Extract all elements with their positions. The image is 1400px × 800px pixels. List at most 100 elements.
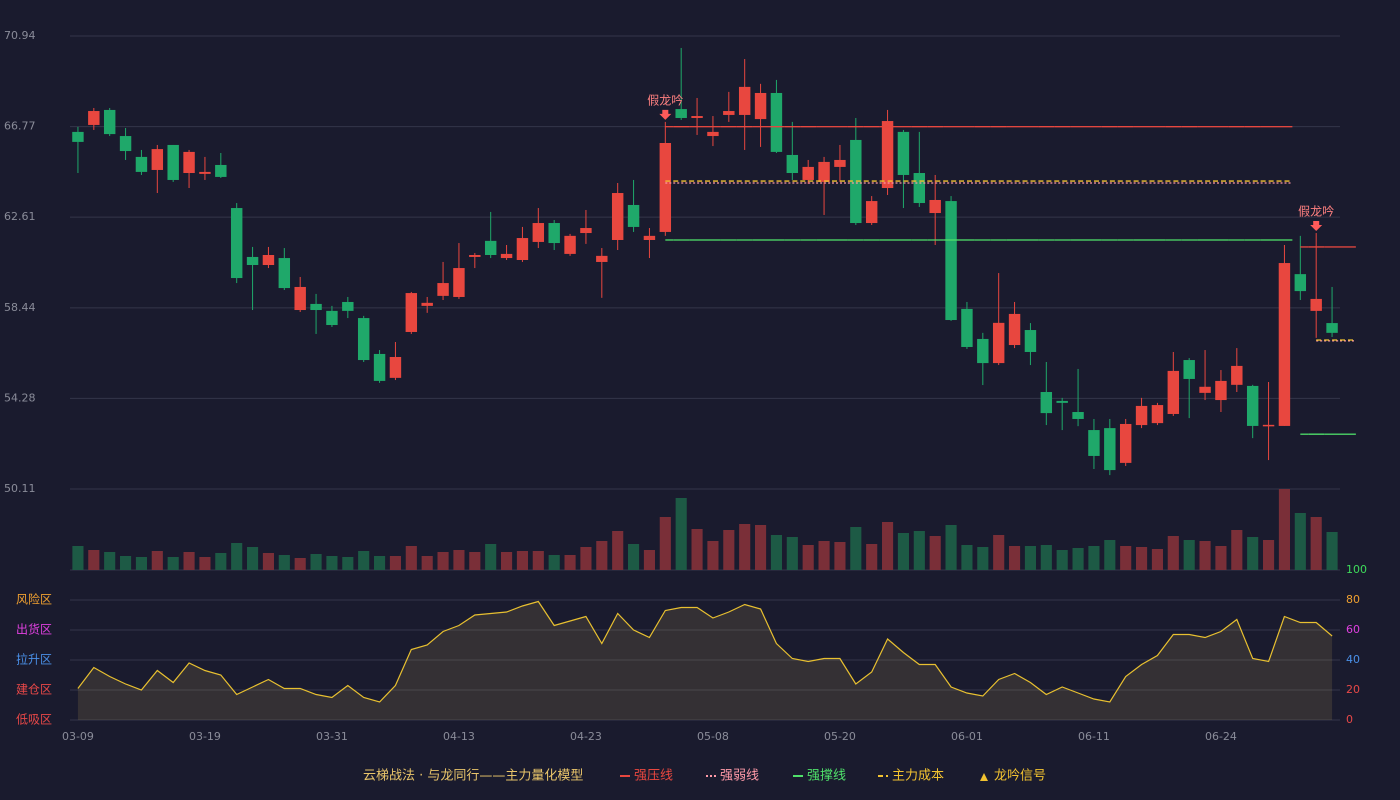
candle-body	[754, 92, 767, 120]
candle-body	[1135, 405, 1148, 426]
candle-body	[977, 338, 989, 364]
volume-bar	[1294, 513, 1306, 570]
volume-bar	[516, 551, 528, 570]
candle-body	[897, 131, 910, 175]
model-label: 云梯战法 · 与龙同行——主力量化模型	[363, 769, 583, 784]
x-tick-label: 06-11	[1078, 730, 1110, 743]
candle-body	[850, 139, 862, 224]
volume-bar	[691, 529, 703, 570]
y-tick-label: 50.11	[4, 482, 36, 495]
volume-bar	[532, 551, 544, 570]
candle-body	[945, 201, 957, 321]
volume-bar	[1136, 547, 1148, 570]
candle-body	[88, 111, 100, 125]
candle-body	[564, 235, 576, 254]
volume-bar	[1215, 546, 1227, 570]
candle-body	[548, 223, 560, 244]
volume-bar	[961, 545, 973, 570]
volume-bar	[88, 550, 100, 570]
volume-bar	[278, 555, 290, 570]
candle-body	[278, 258, 291, 289]
y-tick-label: 54.28	[4, 391, 36, 404]
candle-body	[881, 121, 894, 189]
candle-body	[1231, 365, 1243, 385]
candle-body	[691, 116, 703, 118]
candle-body	[1056, 400, 1068, 403]
volume-bar	[834, 542, 846, 570]
volume-bar	[596, 541, 608, 570]
candle-body	[119, 136, 132, 152]
volume-bar	[485, 544, 497, 570]
candle-body	[834, 159, 846, 167]
x-tick-label: 05-08	[697, 730, 729, 743]
candle-body	[484, 240, 497, 255]
y-tick-label: 62.61	[4, 210, 36, 223]
volume-bar	[707, 541, 719, 570]
volume-bar	[723, 530, 735, 570]
volume-bar	[564, 555, 576, 570]
candle-body	[738, 86, 751, 115]
candle-body	[373, 353, 386, 381]
candle-body	[453, 268, 465, 297]
volume-bar	[421, 556, 433, 570]
volume-bar	[818, 541, 830, 570]
candle-body	[961, 308, 973, 347]
candle-body	[580, 228, 592, 234]
candle-body	[1262, 424, 1275, 427]
candle-body	[500, 253, 513, 259]
volume-bar	[310, 554, 322, 570]
candle-body	[1040, 392, 1053, 414]
legend-label: 强撑线	[807, 769, 846, 784]
volume-bar	[167, 557, 179, 570]
y2-tick-label: 40	[1346, 653, 1360, 666]
candle-body	[167, 144, 179, 180]
candle-body	[596, 255, 608, 262]
zone-label: 低吸区	[16, 713, 52, 727]
x-tick-label: 03-19	[189, 730, 221, 743]
volume-bar	[374, 556, 386, 570]
volume-bar	[612, 531, 624, 570]
candle-body	[707, 131, 719, 137]
volume-bar	[739, 524, 751, 570]
volume-bar	[1167, 536, 1179, 570]
volume-bar	[929, 536, 941, 570]
y2-tick-label: 20	[1346, 683, 1360, 696]
candle-body	[294, 286, 306, 311]
volume-bar	[469, 552, 481, 570]
volume-bar	[1263, 540, 1275, 570]
legend-label: 强压线	[634, 769, 673, 784]
y2-tick-label: 80	[1346, 593, 1360, 606]
candle-body	[405, 293, 418, 332]
candle-body	[865, 201, 878, 224]
volume-bar	[977, 547, 989, 570]
volume-bar	[262, 553, 274, 570]
volume-bar	[326, 556, 338, 570]
candle-body	[1119, 423, 1132, 463]
candle-body	[992, 322, 1005, 364]
volume-bar	[897, 533, 909, 570]
volume-bar	[358, 551, 370, 570]
candle-body	[183, 151, 195, 174]
candle-body	[913, 173, 926, 204]
volume-bar	[1247, 537, 1259, 570]
volume-bar	[675, 498, 687, 570]
volume-bar	[643, 550, 655, 570]
candle-body	[72, 131, 84, 142]
candle-body	[611, 193, 624, 240]
candle-body	[246, 256, 259, 266]
volume-bar	[437, 552, 449, 570]
candle-body	[103, 109, 116, 135]
candle-body	[786, 154, 799, 174]
candle-body	[723, 111, 735, 115]
candle-body	[135, 156, 148, 172]
candle-body	[262, 254, 275, 266]
volume-bar	[1040, 545, 1052, 570]
volume-bar	[501, 552, 513, 570]
volume-bar	[913, 531, 925, 570]
candle-body	[1104, 428, 1116, 471]
signal-arrow	[659, 109, 672, 120]
candle-body	[1326, 323, 1338, 333]
candle-body	[1072, 412, 1084, 419]
